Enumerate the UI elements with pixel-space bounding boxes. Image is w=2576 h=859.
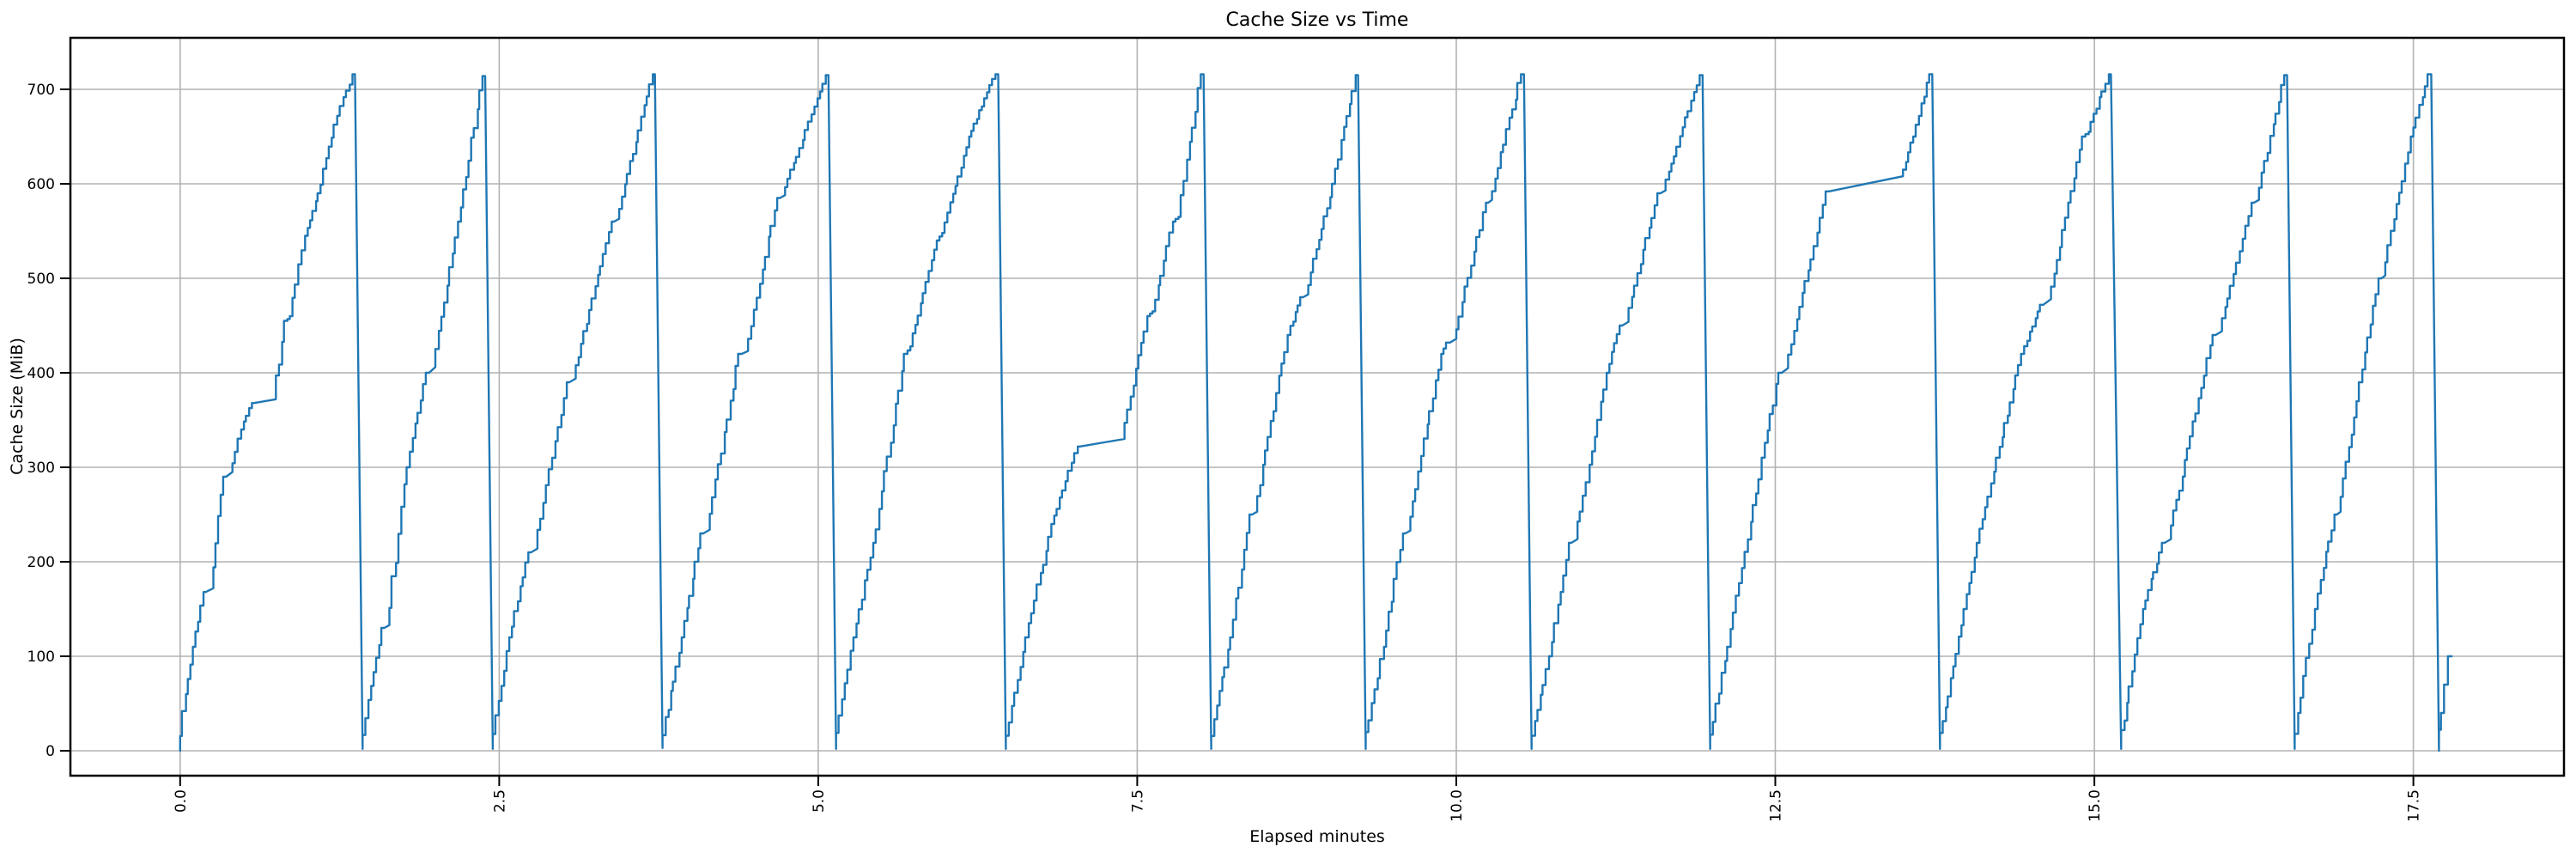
x-tick-label: 2.5 bbox=[491, 789, 508, 813]
y-tick-label: 200 bbox=[27, 554, 55, 571]
tick-labels: 0.0 2.5 5.0 7.5 10.0 12.5 15.0 17.5 0 100 200 300 40… bbox=[27, 82, 2423, 822]
y-tick-label: 300 bbox=[27, 460, 55, 477]
x-tick-label: 12.5 bbox=[1768, 789, 1785, 822]
x-tick-label: 10.0 bbox=[1449, 789, 1466, 822]
y-axis-label: Cache Size (MiB) bbox=[8, 338, 27, 475]
grid-lines bbox=[70, 38, 2564, 776]
axis-ticks bbox=[60, 88, 2415, 786]
x-tick-label: 15.0 bbox=[2087, 789, 2104, 822]
y-tick-label: 500 bbox=[27, 271, 55, 288]
y-tick-label: 400 bbox=[27, 365, 55, 382]
x-tick-label: 5.0 bbox=[811, 789, 828, 813]
x-tick-label: 7.5 bbox=[1129, 789, 1146, 813]
x-tick-label: 0.0 bbox=[173, 789, 190, 813]
y-tick-label: 100 bbox=[27, 649, 55, 666]
x-axis-label: Elapsed minutes bbox=[1249, 827, 1385, 846]
y-tick-label: 0 bbox=[46, 743, 55, 760]
cache-size-line bbox=[179, 73, 2453, 752]
x-tick-label: 17.5 bbox=[2406, 789, 2423, 822]
y-tick-label: 700 bbox=[27, 82, 55, 99]
plot-border bbox=[69, 36, 2566, 777]
chart-title: Cache Size vs Time bbox=[1226, 9, 1409, 31]
y-tick-label: 600 bbox=[27, 176, 55, 193]
data-series bbox=[179, 73, 2453, 752]
